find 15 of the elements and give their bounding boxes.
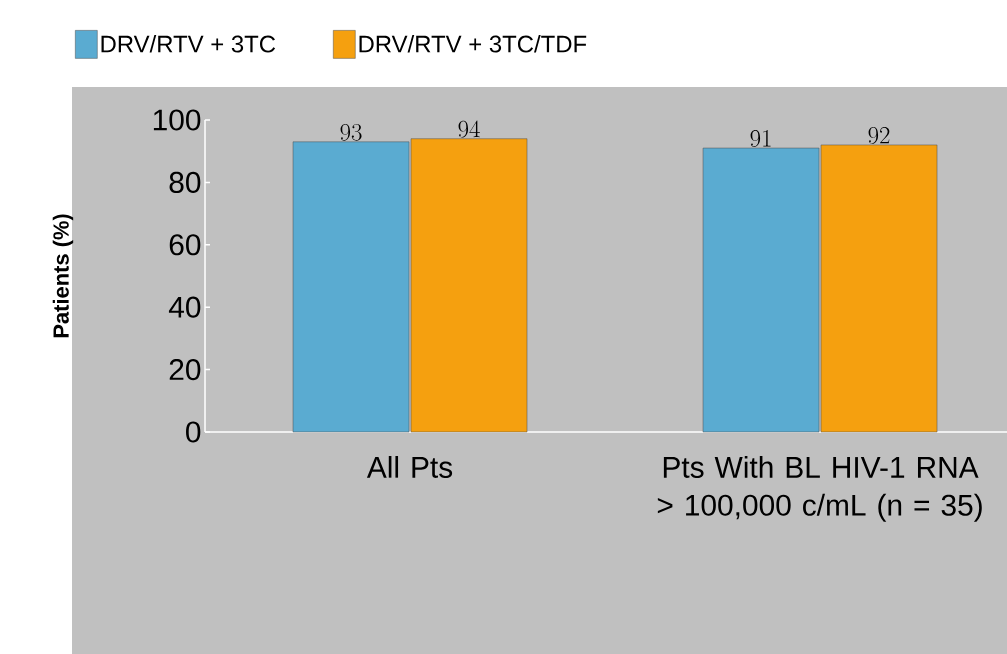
legend-label: DRV/RTV + 3TC/TDF <box>359 34 587 53</box>
x-tick-label: Pts With BL HIV-1 RNA > 100,000 c/mL (n = 35) <box>657 456 982 522</box>
y-axis-title: Patients (%) <box>52 214 74 338</box>
data-label: 94 <box>458 120 480 138</box>
data-label: 91 <box>750 130 771 147</box>
y-tick-label: 100 <box>153 109 201 131</box>
y-tick-label: 0 <box>186 421 201 443</box>
y-tick-label: 20 <box>169 359 201 381</box>
y-tick-label: 80 <box>169 171 201 193</box>
x-tick-label: All Pts <box>366 456 453 478</box>
legend-label: DRV/RTV + 3TC <box>101 34 276 53</box>
y-tick-label: 60 <box>169 234 201 256</box>
data-label: 93 <box>340 123 362 141</box>
y-tick-label: 40 <box>168 296 201 318</box>
data-label: 92 <box>868 127 890 144</box>
